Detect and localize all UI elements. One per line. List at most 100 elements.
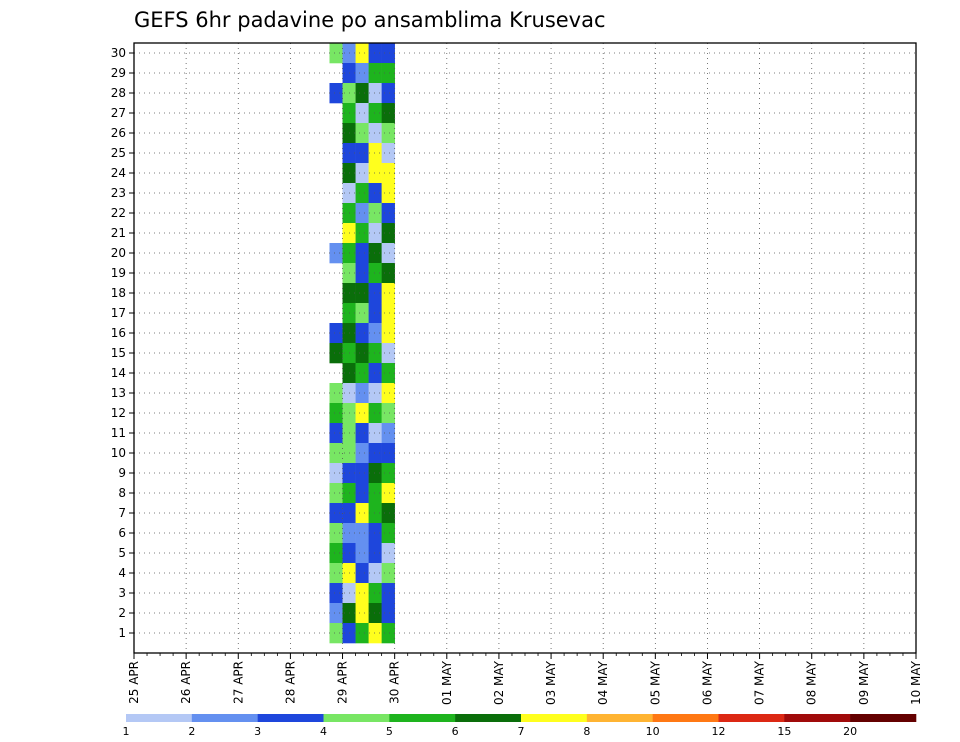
precip-cell xyxy=(368,323,382,344)
precip-cell xyxy=(355,503,369,524)
precip-cell xyxy=(381,383,395,404)
x-tick-label: 05 MAY xyxy=(648,660,662,705)
precip-cell xyxy=(329,403,343,424)
y-tick-label: 14 xyxy=(111,366,126,380)
precip-cell xyxy=(329,43,343,64)
plot-frame xyxy=(133,42,917,654)
legend-label: 5 xyxy=(386,725,393,738)
y-tick-label: 7 xyxy=(118,506,126,520)
precip-cell xyxy=(368,463,382,484)
legend-label: 20 xyxy=(843,725,857,738)
precipitation-cells xyxy=(329,43,395,644)
precip-cell xyxy=(368,283,382,304)
precip-cell xyxy=(368,63,382,84)
precip-cell xyxy=(381,503,395,524)
y-tick-label: 4 xyxy=(118,566,126,580)
precip-cell xyxy=(329,443,343,464)
y-tick-label: 26 xyxy=(111,126,126,140)
precip-cell xyxy=(381,443,395,464)
precip-cell xyxy=(355,323,369,344)
legend-swatch xyxy=(652,714,719,722)
y-tick-label: 12 xyxy=(111,406,126,420)
precip-cell xyxy=(381,63,395,84)
precip-cell xyxy=(368,623,382,644)
precip-cell xyxy=(368,263,382,284)
precip-cell xyxy=(329,603,343,624)
precip-cell xyxy=(355,623,369,644)
precip-cell xyxy=(368,83,382,104)
precip-cell xyxy=(368,343,382,364)
y-tick-label: 28 xyxy=(111,86,126,100)
precip-cell xyxy=(329,423,343,444)
x-tick-label: 06 MAY xyxy=(700,660,714,705)
precip-cell xyxy=(368,163,382,184)
precip-cell xyxy=(381,103,395,124)
x-tick-label: 02 MAY xyxy=(492,660,506,705)
precip-cell xyxy=(381,303,395,324)
precip-cell xyxy=(329,343,343,364)
precip-cell xyxy=(355,403,369,424)
precip-cell xyxy=(355,603,369,624)
legend-label: 4 xyxy=(320,725,327,738)
precip-cell xyxy=(368,603,382,624)
legend-label: 8 xyxy=(583,725,590,738)
y-tick-label: 25 xyxy=(111,146,126,160)
x-tick-label: 26 APR xyxy=(179,661,193,704)
legend-label: 12 xyxy=(712,725,726,738)
precip-cell xyxy=(355,583,369,604)
legend-swatch xyxy=(191,714,258,722)
precip-cell xyxy=(355,43,369,64)
precip-cell xyxy=(355,483,369,504)
precip-cell xyxy=(355,163,369,184)
precip-cell xyxy=(381,343,395,364)
y-tick-label: 16 xyxy=(111,326,126,340)
chart-title: GEFS 6hr padavine po ansamblima Krusevac xyxy=(134,8,606,32)
precip-cell xyxy=(329,383,343,404)
precip-cell xyxy=(381,483,395,504)
y-tick-label: 5 xyxy=(118,546,126,560)
precip-cell xyxy=(355,63,369,84)
precip-cell xyxy=(381,283,395,304)
precip-cell xyxy=(355,423,369,444)
legend-swatch xyxy=(586,714,653,722)
color-legend: 1 2 3 4 5 6 7 8 10 12 15 20 xyxy=(123,714,917,738)
precip-cell xyxy=(381,423,395,444)
y-tick-label: 17 xyxy=(111,306,126,320)
precip-cell xyxy=(355,83,369,104)
legend-label: 2 xyxy=(188,725,195,738)
precip-cell xyxy=(368,183,382,204)
precip-cell xyxy=(368,103,382,124)
precip-cell xyxy=(355,383,369,404)
precip-cell xyxy=(355,343,369,364)
precip-cell xyxy=(381,123,395,144)
precip-cell xyxy=(381,203,395,224)
precip-cell xyxy=(368,43,382,64)
precip-cell xyxy=(368,543,382,564)
legend-label: 15 xyxy=(777,725,791,738)
legend-swatch xyxy=(126,714,193,722)
precip-cell xyxy=(329,563,343,584)
precip-cell xyxy=(355,463,369,484)
precip-cell xyxy=(381,403,395,424)
x-tick-label: 28 APR xyxy=(283,661,297,704)
precip-cell xyxy=(355,443,369,464)
precip-cell xyxy=(355,523,369,544)
y-tick-label: 11 xyxy=(111,426,126,440)
legend-swatch xyxy=(521,714,588,722)
precip-cell xyxy=(329,503,343,524)
legend-swatch xyxy=(389,714,456,722)
y-tick-label: 23 xyxy=(111,186,126,200)
y-tick-label: 30 xyxy=(111,46,126,60)
precip-cell xyxy=(368,523,382,544)
x-tick-label: 29 APR xyxy=(336,661,350,704)
precip-cell xyxy=(381,363,395,384)
y-tick-label: 8 xyxy=(118,486,126,500)
legend-swatch xyxy=(455,714,522,722)
precip-cell xyxy=(381,143,395,164)
precip-cell xyxy=(355,123,369,144)
y-tick-label: 15 xyxy=(111,346,126,360)
precip-cell xyxy=(381,623,395,644)
precip-cell xyxy=(368,483,382,504)
precip-cell xyxy=(368,383,382,404)
x-tick-label: 27 APR xyxy=(231,661,245,704)
